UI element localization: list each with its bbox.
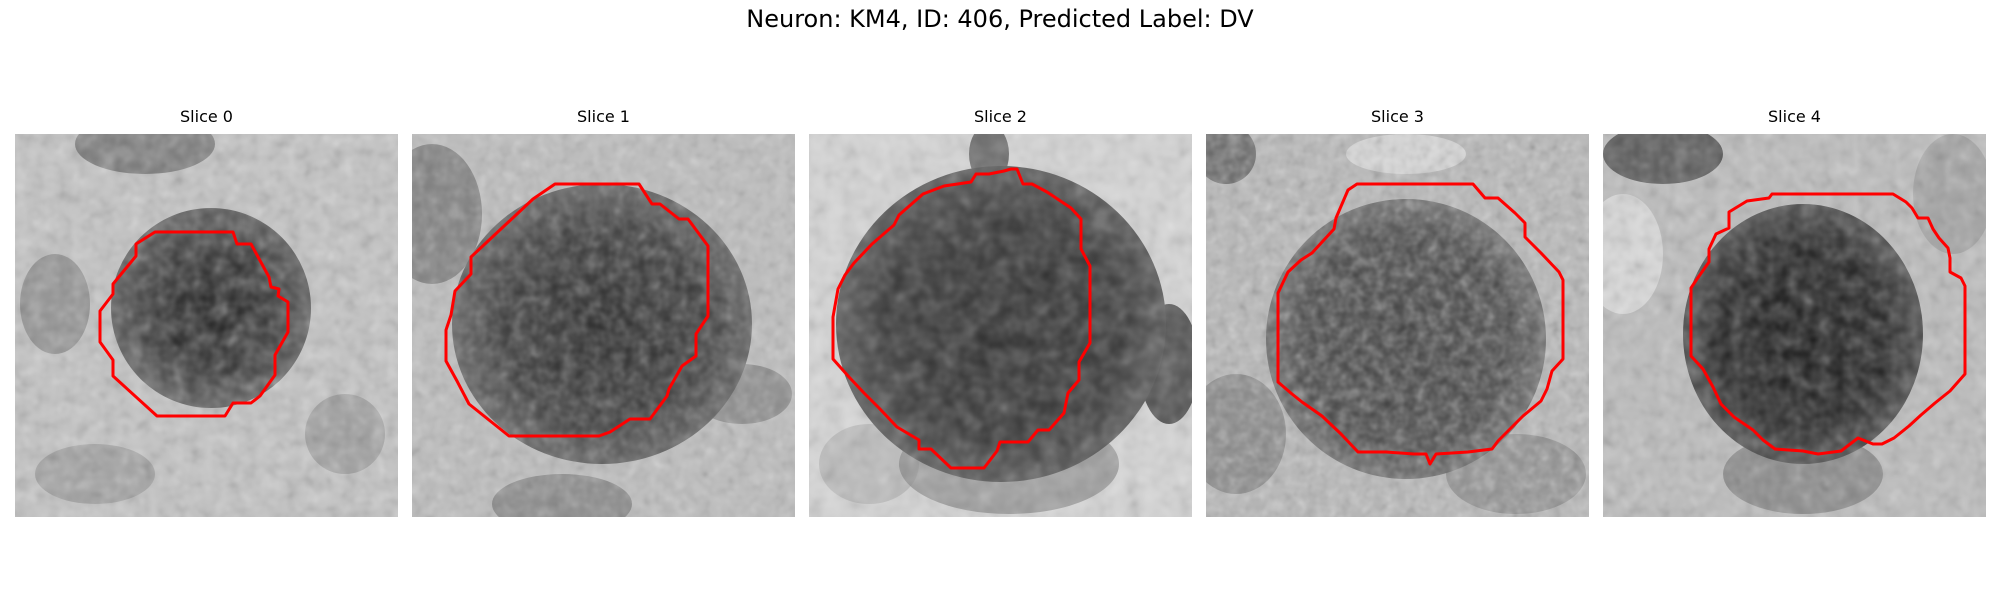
slice-title-3: Slice 3 xyxy=(1371,107,1424,126)
segmentation-contour xyxy=(1689,192,1967,456)
slice-panel-0: Slice 0 xyxy=(15,106,398,517)
slice-image-0 xyxy=(15,134,398,517)
figure-title: Neuron: KM4, ID: 406, Predicted Label: D… xyxy=(746,5,1254,33)
slice-title-4: Slice 4 xyxy=(1768,107,1821,126)
slice-title-1: Slice 1 xyxy=(577,107,630,126)
segmentation-contour xyxy=(444,182,710,438)
slice-image-2 xyxy=(809,134,1192,517)
slice-title-0: Slice 0 xyxy=(180,107,233,126)
segmentation-contour xyxy=(1276,182,1565,466)
slice-title-2: Slice 2 xyxy=(974,107,1027,126)
slice-panel-4: Slice 4 xyxy=(1603,106,1986,517)
slice-panel-3: Slice 3 xyxy=(1206,106,1589,517)
slice-image-1 xyxy=(412,134,795,517)
slice-image-4 xyxy=(1603,134,1986,517)
segmentation-contour xyxy=(98,230,290,418)
slice-panel-1: Slice 1 xyxy=(412,106,795,517)
segmentation-contour xyxy=(831,167,1092,470)
slice-image-3 xyxy=(1206,134,1589,517)
slice-panel-2: Slice 2 xyxy=(809,106,1192,517)
